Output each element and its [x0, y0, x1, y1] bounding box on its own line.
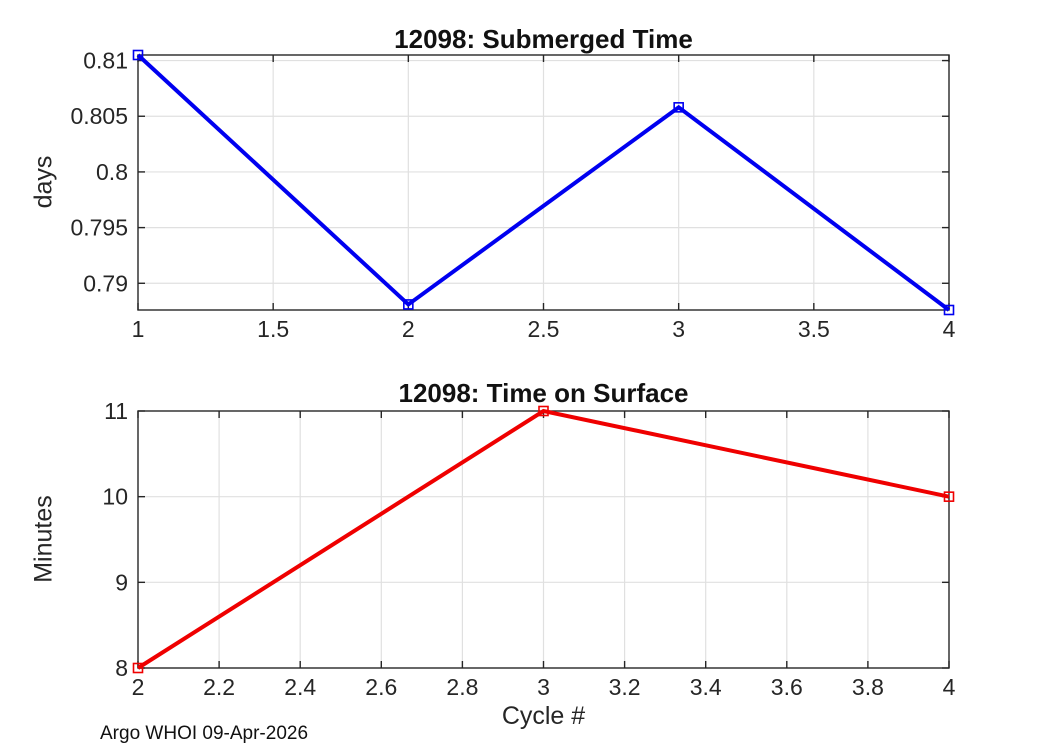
submerged-y-tick-label: 0.79 [83, 270, 128, 296]
surface-data-point-marker [943, 491, 955, 502]
surface-y-tick-label: 9 [115, 569, 128, 595]
submerged-x-tick-label: 1 [132, 316, 145, 342]
submerged-y-tick-label: 0.81 [83, 48, 128, 74]
surface-x-tick-label: 2 [132, 674, 145, 700]
surface-chart-title: 12098: Time on Surface [398, 378, 689, 408]
surface-x-tick-label: 2.6 [365, 674, 397, 700]
surface-x-tick-label: 4 [943, 674, 956, 700]
footer-watermark: Argo WHOI 09-Apr-2026 [100, 723, 309, 744]
surface-y-tick-label: 10 [102, 484, 128, 510]
x-axis-label: Cycle # [501, 702, 586, 730]
submerged-x-tick-label: 4 [943, 316, 956, 342]
submerged-x-tick-label: 1.5 [257, 316, 289, 342]
surface-x-tick-label: 2.8 [446, 674, 478, 700]
submerged-data-point-marker [403, 299, 414, 310]
submerged-data-point-marker [943, 304, 955, 316]
surface-data-line [136, 408, 950, 670]
submerged-y-tick-label: 0.805 [70, 103, 128, 129]
surface-y-axis-label: Minutes [29, 495, 58, 583]
surface-x-tick-label: 3.4 [690, 674, 722, 700]
surface-x-tick-label: 3.6 [771, 674, 803, 700]
surface-data-point-marker [538, 405, 549, 417]
submerged-y-tick-label: 0.795 [70, 215, 128, 241]
submerged-data-line [136, 53, 951, 312]
submerged-y-axis-label: days [29, 155, 58, 209]
submerged-data-point-marker [132, 49, 144, 61]
surface-data-point-marker [132, 662, 144, 674]
surface-x-tick-label: 3 [537, 674, 550, 700]
surface-x-tick-label: 2.2 [203, 674, 235, 700]
surface-x-tick-label: 2.4 [284, 674, 316, 700]
submerged-data-point-marker [673, 102, 684, 113]
submerged-x-tick-label: 3 [672, 316, 685, 342]
surface-y-tick-label: 11 [104, 398, 128, 424]
surface-x-tick-label: 3.2 [609, 674, 641, 700]
submerged-chart-title: 12098: Submerged Time [394, 24, 693, 54]
submerged-x-tick-label: 3.5 [798, 316, 830, 342]
surface-x-tick-label: 3.8 [852, 674, 884, 700]
submerged-y-tick-label: 0.8 [96, 159, 128, 185]
submerged-x-tick-label: 2.5 [528, 316, 560, 342]
surface-y-tick-label: 8 [115, 655, 128, 681]
submerged-x-tick-label: 2 [402, 316, 415, 342]
